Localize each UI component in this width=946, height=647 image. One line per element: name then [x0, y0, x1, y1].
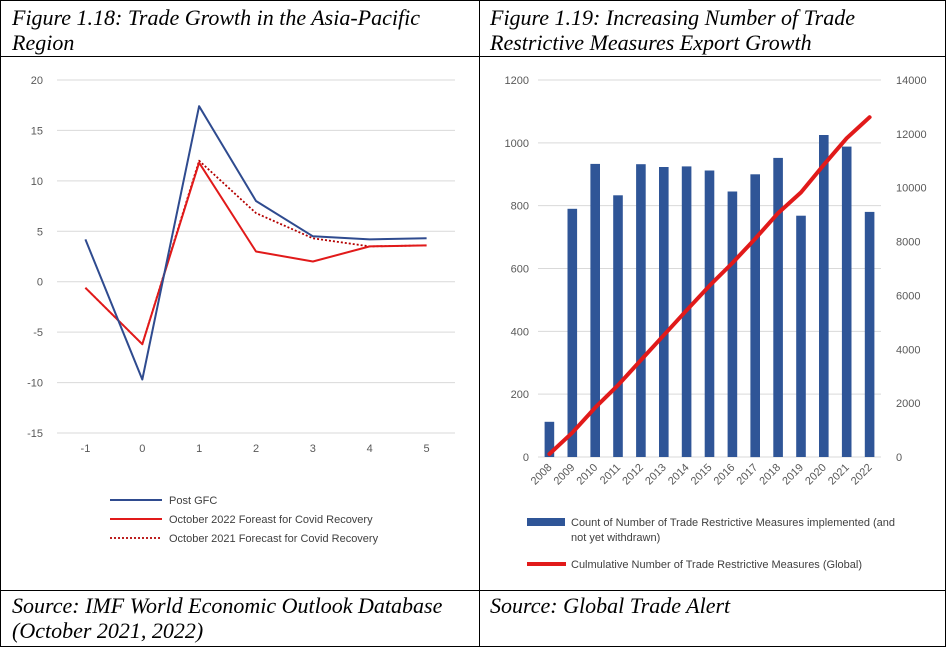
- table-border-source: [0, 590, 946, 591]
- chart1-gridlines: [57, 79, 455, 434]
- chart2-bar: [819, 135, 829, 457]
- chart2-x-tick-label: 2008: [529, 462, 555, 488]
- chart1-x-tick-label: 4: [367, 443, 373, 455]
- chart2-x-tick-label: 2017: [735, 462, 761, 488]
- chart1-legend: Post GFC October 2022 Foreast for Covid R…: [110, 495, 379, 545]
- table-border-middle: [479, 0, 480, 647]
- chart2-right-y-tick-label: 10000: [896, 183, 927, 195]
- chart1-series-line: [84, 105, 427, 381]
- chart2-left-y-tick-label: 800: [511, 201, 529, 213]
- chart2-bar: [613, 195, 623, 458]
- chart2-bar: [727, 191, 738, 457]
- chart1-y-tick-label: 10: [31, 176, 43, 188]
- chart2-x-tick-label: 2011: [598, 462, 623, 487]
- chart2-legend-line-label: Culmulative Number of Trade Restrictive …: [571, 559, 862, 571]
- chart2-bar: [750, 174, 760, 458]
- right-figure-source: Source: Global Trade Alert: [490, 593, 731, 618]
- left-figure-source: Source: IMF World Economic Outlook Datab…: [12, 593, 443, 643]
- chart1-y-tick-labels: -15 -10 -5 0 5 10 15 20: [27, 75, 43, 440]
- chart2-left-y-tick-label: 400: [511, 326, 529, 338]
- chart2-x-tick-label: 2014: [666, 462, 692, 488]
- chart2-right-y-tick-label: 6000: [896, 290, 920, 302]
- chart1-legend-label: Post GFC: [169, 495, 217, 507]
- chart1-x-tick-label: 2: [253, 443, 259, 455]
- chart2-bar: [796, 215, 806, 457]
- chart1-y-tick-label: 0: [37, 277, 43, 289]
- chart1-legend-label: October 2021 Forecast for Covid Recovery: [169, 533, 379, 545]
- chart2-right-y-tick-label: 12000: [896, 129, 927, 141]
- chart2-bar: [544, 421, 555, 457]
- chart2-left-y-tick-labels: 0 200 400 600 800 1000 1200: [505, 75, 529, 464]
- chart1-series-line: [84, 161, 427, 346]
- chart2-right-y-tick-label: 8000: [896, 237, 920, 249]
- chart2-right-y-tick-label: 14000: [896, 75, 927, 87]
- chart2-bar: [590, 163, 600, 457]
- chart2-left-y-tick-label: 1000: [505, 138, 529, 150]
- table-border-header: [0, 56, 946, 57]
- chart2-x-tick-label: 2015: [689, 462, 715, 488]
- chart2-x-tick-labels: 2008200920102011201220132014201520162017…: [529, 462, 875, 488]
- chart2-left-y-tick-label: 1200: [505, 75, 529, 87]
- chart2-left-y-tick-label: 600: [511, 264, 529, 276]
- right-figure-caption: Figure 1.19: Increasing Number of Trade …: [490, 5, 856, 55]
- chart2-right-y-tick-label: 0: [896, 452, 902, 464]
- chart2-right-y-tick-labels: 0 2000 4000 6000 8000 10000 12000 14000: [896, 75, 927, 464]
- chart2-bar: [841, 146, 852, 457]
- chart2-bar: [864, 211, 875, 457]
- chart2-bar: [773, 157, 783, 457]
- table-border-left: [0, 0, 1, 647]
- chart1-x-tick-label: -1: [81, 443, 91, 455]
- chart2-x-tick-label: 2016: [712, 462, 738, 488]
- chart2-cumulative-line-path: [547, 115, 872, 456]
- chart2-bar: [659, 167, 669, 457]
- chart2-bar: [704, 170, 715, 457]
- chart2-legend-bar-label-line: not yet withdrawn): [571, 532, 660, 544]
- chart1-x-tick-label: 3: [310, 443, 316, 455]
- chart2-bar: [567, 208, 578, 457]
- chart2-legend-bar-label: Count of Number of Trade Restrictive Mea…: [571, 517, 895, 544]
- chart2-legend-bar-swatch: [527, 518, 565, 526]
- chart1-x-tick-label: 1: [196, 443, 202, 455]
- chart2-left-y-tick-label: 0: [523, 452, 529, 464]
- chart2-x-tick-label: 2013: [643, 462, 669, 488]
- chart1-series-lines: [84, 105, 427, 381]
- chart2-x-tick-label: 2021: [826, 462, 852, 488]
- chart1-y-tick-label: -15: [27, 428, 43, 440]
- table-border-top: [0, 0, 946, 1]
- chart2-right-y-tick-label: 2000: [896, 398, 920, 410]
- chart2-x-tick-label: 2010: [574, 462, 600, 488]
- chart1-y-tick-label: -10: [27, 378, 43, 390]
- chart2-right-y-tick-label: 4000: [896, 344, 920, 356]
- chart2-x-tick-label: 2019: [780, 462, 806, 488]
- left-figure-caption: Figure 1.18: Trade Growth in the Asia-Pa…: [12, 5, 420, 55]
- trade-restrictive-measures-chart: 0 200 400 600 800 1000 1200 0 2000 4000 6000 8000 1…: [505, 75, 927, 571]
- chart2-x-tick-label: 2022: [849, 462, 875, 488]
- chart1-y-tick-label: -5: [33, 327, 43, 339]
- chart1-x-tick-labels: -1 0 1 2 3 4 5: [81, 443, 430, 455]
- chart1-y-tick-label: 15: [31, 125, 43, 137]
- chart2-x-tick-label: 2012: [620, 462, 646, 488]
- chart2-legend: Count of Number of Trade Restrictive Mea…: [527, 517, 895, 571]
- chart2-bar: [636, 164, 646, 457]
- chart1-x-tick-label: 0: [139, 443, 145, 455]
- chart1-legend-label: October 2022 Foreast for Covid Recovery: [169, 514, 373, 526]
- chart2-x-tick-label: 2018: [757, 462, 783, 488]
- chart2-cumulative-line: [547, 115, 872, 456]
- chart2-x-tick-label: 2020: [803, 462, 829, 488]
- chart1-y-tick-label: 5: [37, 226, 43, 238]
- chart2-x-tick-label: 2009: [552, 462, 578, 488]
- chart2-left-y-tick-label: 200: [511, 389, 529, 401]
- chart1-x-tick-label: 5: [424, 443, 430, 455]
- chart2-legend-bar-label-line: Count of Number of Trade Restrictive Mea…: [571, 517, 895, 529]
- chart1-y-tick-label: 20: [31, 75, 43, 87]
